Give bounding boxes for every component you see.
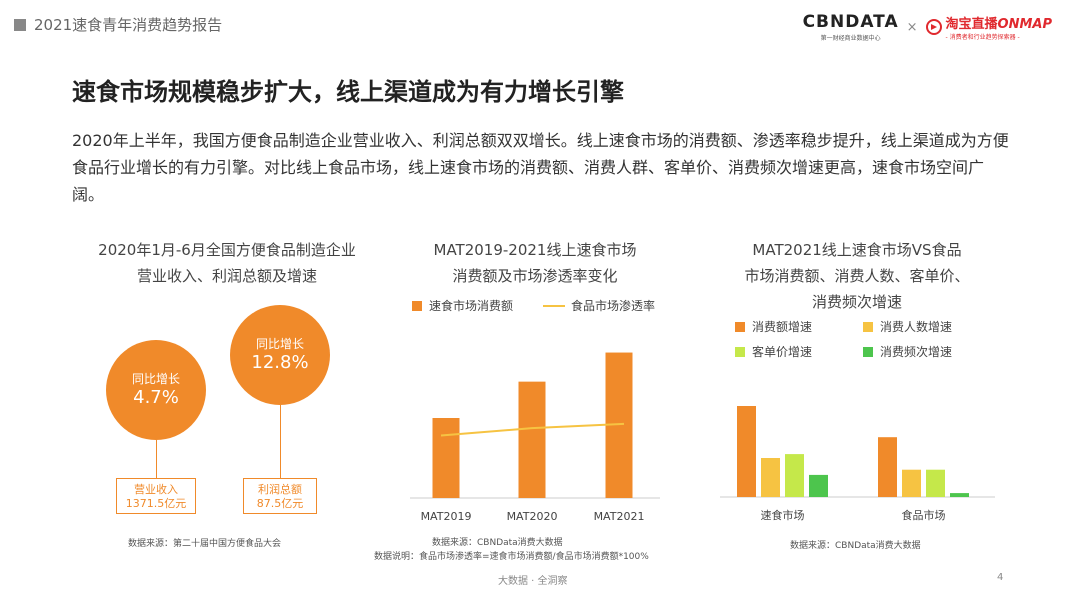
play-icon: [925, 19, 942, 35]
x-tick-label: MAT2020: [507, 510, 558, 523]
bar-客单价增速: [926, 469, 945, 497]
legend-swatch: [863, 346, 873, 357]
panel3-source: 数据来源：CBNData消费大数据: [790, 541, 921, 551]
bar-MAT2020: [518, 381, 546, 498]
taobao-live-logo: 淘宝直播ONMAP - 消费者和行业趋势探索器 -: [925, 13, 1052, 41]
report-title: 2021速食青年消费趋势报告: [34, 16, 223, 34]
bar-消费人数增速: [761, 458, 780, 497]
panel2-title: MAT2019-2021线上速食市场 消费额及市场渗透率变化: [433, 241, 637, 285]
report-header: 2021速食青年消费趋势报告: [14, 14, 222, 35]
panel1-source: 数据来源：第二十届中国方便食品大会: [128, 539, 282, 549]
panel2-note: 数据说明：食品市场渗透率=速食市场消费额/食品市场消费额*100%: [374, 552, 649, 562]
legend-item: 消费人数增速: [863, 318, 952, 335]
bar-消费额增速: [878, 437, 897, 497]
profit-growth-circle: 同比增长 12.8%: [230, 305, 330, 405]
legend-swatch: [412, 300, 422, 311]
profit-connector: [280, 405, 281, 478]
header-square-icon: [14, 18, 26, 31]
panel3-title: MAT2021线上速食市场VS食品 市场消费额、消费人数、客单价、 消费频次增速: [744, 241, 970, 311]
x-tick-label: 速食市场: [761, 508, 805, 522]
legend-swatch: [735, 346, 745, 357]
times-icon: ×: [906, 19, 918, 35]
revenue-connector: [156, 440, 157, 478]
page-title: 速食市场规模稳步扩大，线上渠道成为有力增长引擎: [72, 78, 624, 106]
legend-item: 消费频次增速: [863, 343, 952, 360]
panel1-title: 2020年1月-6月全国方便食品制造企业 营业收入、利润总额及增速: [98, 241, 356, 285]
legend-item: 客单价增速: [735, 343, 812, 360]
bar-客单价增速: [785, 454, 804, 497]
consumption-penetration-chart: MAT2019 MAT2020 MAT2021: [410, 352, 660, 523]
legend-label: 消费人数增速: [880, 320, 953, 334]
bar-消费人数增速: [902, 469, 921, 497]
legend-swatch: [735, 321, 745, 332]
panel2-source: 数据来源：CBNData消费大数据: [432, 538, 563, 548]
page-number: 4: [997, 572, 1004, 583]
revenue-box: 营业收入 1371.5亿元: [116, 478, 196, 514]
bar-MAT2019: [432, 418, 460, 498]
legend-line: [543, 304, 565, 307]
brand-logos: CBNDATA 第一财经商业数据中心 × 淘宝直播ONMAP - 消费者和行业趋…: [803, 12, 1052, 42]
cbndata-logo: CBNDATA 第一财经商业数据中心: [802, 12, 899, 42]
revenue-growth-circle: 同比增长 4.7%: [106, 340, 206, 440]
legend-swatch: [863, 321, 873, 332]
bar-消费额增速: [737, 406, 756, 497]
x-tick-label: MAT2021: [594, 510, 645, 523]
panel2-legend-line: 食品市场渗透率: [543, 297, 655, 314]
x-tick-label: MAT2019: [421, 510, 472, 523]
summary-paragraph: 2020年上半年，我国方便食品制造企业营业收入、利润总额双双增长。线上速食市场的…: [72, 131, 1009, 204]
legend-label: 消费频次增速: [880, 345, 953, 359]
bar-消费频次增速: [809, 474, 828, 497]
x-tick-label: 食品市场: [902, 508, 946, 522]
legend-label: 消费额增速: [752, 320, 813, 334]
bar-消费频次增速: [950, 493, 969, 497]
profit-box: 利润总额 87.5亿元: [243, 478, 317, 514]
legend-item: 消费额增速: [735, 318, 812, 335]
footer-slogan: 大数据 · 全洞察: [498, 576, 568, 587]
growth-comparison-chart: 速食市场 食品市场: [720, 406, 995, 522]
panel2-legend-bar: 速食市场消费额: [412, 297, 513, 314]
legend-label: 客单价增速: [752, 345, 813, 359]
